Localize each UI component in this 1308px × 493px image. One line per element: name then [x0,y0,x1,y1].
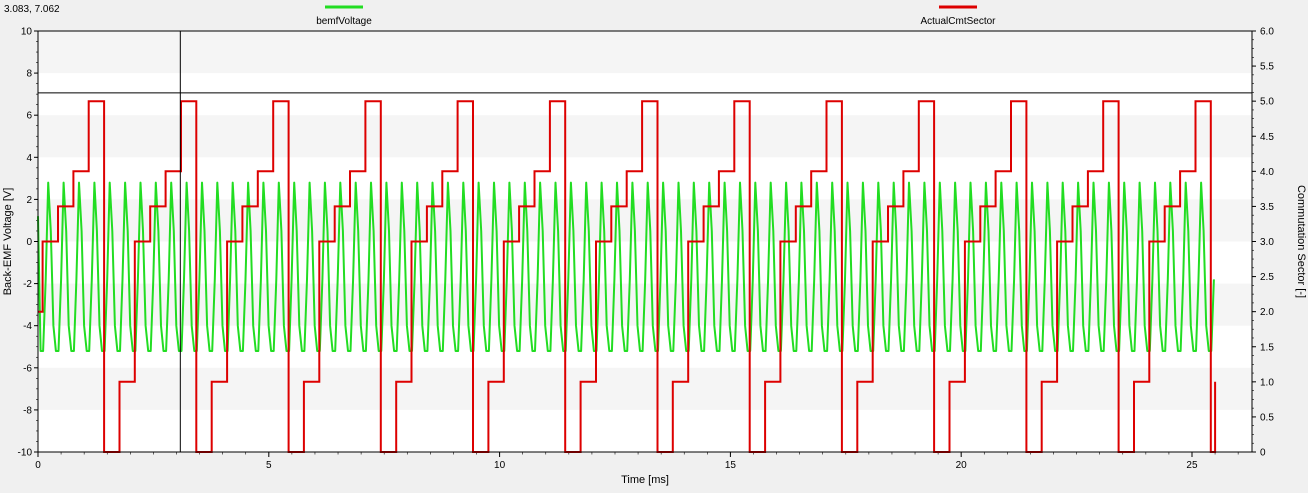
grid-band [38,115,1252,158]
x-tick-label: 15 [725,460,737,471]
y2-tick-label: 2.0 [1260,307,1274,318]
legend-label-bemfvoltage: bemfVoltage [316,16,372,27]
y2-tick-label: 2.5 [1260,272,1274,283]
y-tick-label: 10 [21,27,33,38]
y-tick-label: -4 [23,321,32,332]
y-tick-label: -8 [23,405,32,416]
y2-tick-label: 5.5 [1260,62,1274,73]
x-axis-title: Time [ms] [621,474,669,486]
y-tick-label: -10 [18,448,33,459]
y-axis-title: Back-EMF Voltage [V] [2,188,14,296]
y2-tick-label: 3.0 [1260,237,1274,248]
y2-axis-title: Commutation Sector [-] [1295,185,1307,298]
y2-tick-label: 3.5 [1260,202,1274,213]
y2-tick-label: 0.5 [1260,412,1274,423]
x-tick-label: 0 [35,460,41,471]
y-tick-label: -6 [23,363,32,374]
y-tick-label: -2 [23,279,32,290]
y-tick-label: 0 [26,237,32,248]
y2-tick-label: 5.0 [1260,97,1274,108]
plot-frame [37,30,1253,453]
y2-tick-label: 1.0 [1260,377,1274,388]
grid-band [38,31,1252,74]
y2-tick-label: 6.0 [1260,27,1274,38]
x-tick-label: 20 [956,460,968,471]
y2-tick-label: 4.0 [1260,167,1274,178]
y-tick-label: 6 [26,111,32,122]
series-line-bemfvoltage[interactable] [37,181,1215,352]
legend-label-actualcmtsector: ActualCmtSector [920,16,996,27]
y-tick-label: 8 [26,69,32,80]
y2-tick-label: 1.5 [1260,342,1274,353]
x-tick-label: 10 [494,460,506,471]
y-tick-label: 4 [26,153,32,164]
x-tick-label: 5 [266,460,272,471]
y2-tick-label: 4.5 [1260,132,1274,143]
grid-band [38,367,1252,410]
cursor-readout: 3.083, 7.062 [4,4,60,15]
x-tick-label: 25 [1186,460,1198,471]
y-tick-label: 2 [26,195,32,206]
y2-tick-label: 0 [1260,448,1266,459]
